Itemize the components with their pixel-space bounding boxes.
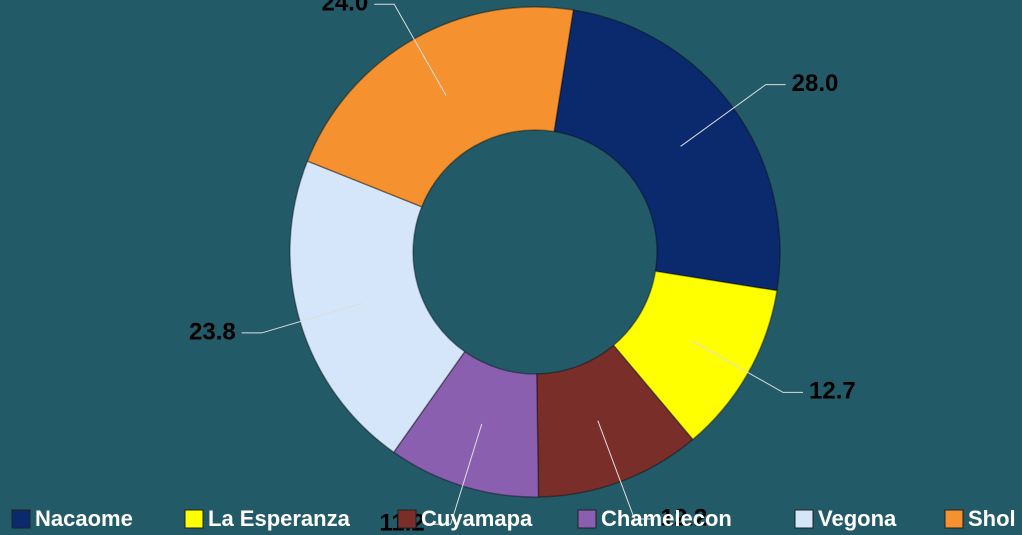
leader-line: [430, 423, 483, 525]
legend-label: Chamelecon: [601, 506, 732, 531]
donut-slice: [306, 6, 575, 208]
donut-slice: [289, 160, 466, 454]
value-label: 12.2: [661, 504, 708, 531]
value-label: 23.8: [189, 318, 236, 345]
value-label: 28.0: [792, 70, 839, 97]
legend-swatch: [577, 509, 597, 529]
donut-slice: [612, 270, 778, 441]
value-label: 24.0: [321, 0, 368, 17]
donut-slice: [553, 9, 781, 292]
donut-slice: [535, 344, 694, 498]
legend-label: Vegona: [818, 506, 897, 531]
legend-swatch: [794, 509, 814, 529]
value-label: 12.7: [809, 378, 856, 405]
legend-label: Shol: [968, 506, 1016, 531]
legend-swatch: [184, 509, 204, 529]
leader-line: [374, 3, 447, 96]
leader-line: [241, 302, 363, 334]
legend-label: La Esperanza: [208, 506, 351, 531]
leader-line: [597, 420, 655, 520]
legend-swatch: [944, 509, 964, 529]
leader-line: [680, 84, 786, 147]
legend-label: Nacaome: [35, 506, 133, 531]
donut-slice: [392, 350, 540, 498]
legend-label: Cuyamapa: [421, 506, 533, 531]
leader-line: [691, 340, 804, 393]
legend-swatch: [11, 509, 31, 529]
legend-swatch: [397, 509, 417, 529]
